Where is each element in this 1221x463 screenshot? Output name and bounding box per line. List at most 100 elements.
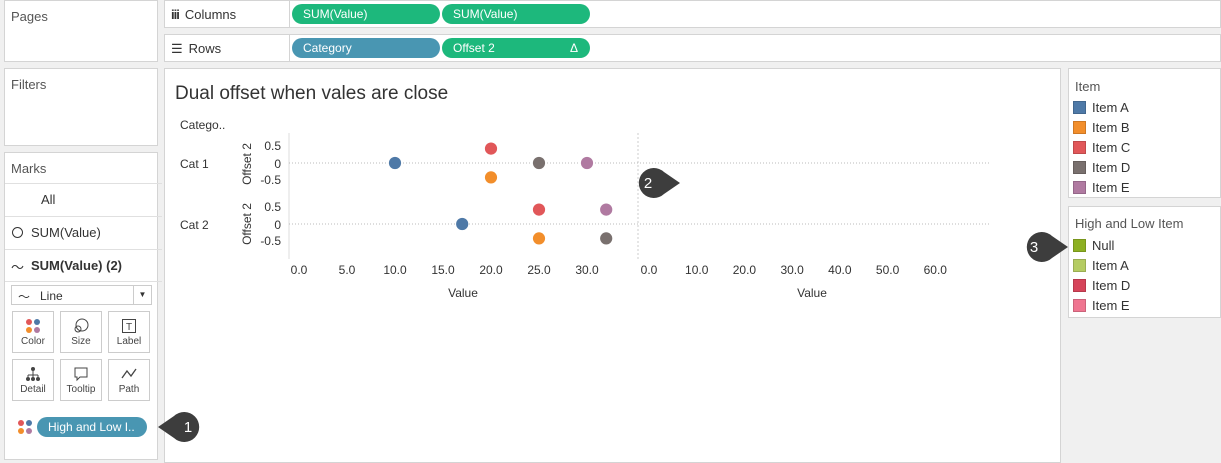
high-low-legend-title: High and Low Item [1075, 216, 1184, 231]
mark-type-dropdown[interactable]: 〜 Line ▼ [11, 285, 152, 305]
x-tick-left: 5.0 [339, 263, 356, 277]
x-tick-left: 20.0 [479, 263, 503, 277]
offset-tick: -0.5 [260, 234, 281, 248]
x-tick-right: 50.0 [876, 263, 900, 277]
pages-card: Pages [4, 0, 158, 62]
x-tick-right: 10.0 [685, 263, 709, 277]
point-item-e[interactable] [599, 202, 614, 217]
x-tick-right: 20.0 [733, 263, 757, 277]
rows-label-text: Rows [188, 41, 222, 56]
columns-pill-1[interactable]: SUM(Value) [292, 4, 440, 24]
columns-shelf[interactable]: iii Columns SUM(Value) SUM(Value) [164, 0, 1221, 28]
marks-all-tab[interactable]: All [5, 183, 162, 216]
point-item-e[interactable] [580, 156, 594, 170]
offset-axis-label-1: Offset 2 [240, 143, 254, 185]
x-tick-left: 0.0 [291, 263, 308, 277]
color-swatch [1073, 141, 1086, 154]
point-item-a[interactable] [388, 156, 402, 170]
point-item-d[interactable] [599, 231, 614, 246]
circle-mark-icon [12, 227, 23, 238]
path-button[interactable]: Path [108, 359, 150, 401]
marks-title: Marks [11, 161, 47, 176]
color-swatch [1073, 121, 1086, 134]
legend-hl-item-a[interactable]: Item A [1073, 257, 1129, 275]
offset-tick: 0.5 [264, 200, 281, 214]
marks-layer-1-label: SUM(Value) [31, 225, 101, 240]
callout-3-number: 3 [1030, 239, 1038, 256]
line-type-icon: 〜 [18, 290, 31, 304]
size-label: Size [71, 336, 91, 347]
x-tick-left: 25.0 [527, 263, 551, 277]
legend-hl-item-e[interactable]: Item E [1073, 297, 1130, 315]
legend-label: Item D [1092, 278, 1131, 293]
legend-item-item-b[interactable]: Item B [1073, 119, 1130, 137]
mark-type-label: Line [40, 289, 63, 303]
callout-2-number: 2 [644, 175, 652, 192]
label-button[interactable]: T Label [108, 311, 150, 353]
offset-tick: 0.5 [264, 139, 281, 153]
marks-card: Marks All SUM(Value) 〜 SUM(Value) (2) 〜 … [4, 152, 162, 460]
pages-title: Pages [11, 9, 48, 24]
rows-shelf-label: ☰ Rows [171, 41, 221, 57]
point-item-c[interactable] [532, 202, 546, 217]
marks-layer-2-label: SUM(Value) (2) [31, 258, 123, 273]
row-label-cat2: Cat 2 [180, 218, 209, 232]
path-icon [109, 366, 149, 384]
marks-layer-2[interactable]: 〜 SUM(Value) (2) [5, 249, 162, 282]
marks-all-label: All [41, 192, 56, 207]
offset-tick: 0 [274, 218, 281, 232]
rows-pill-offset-label: Offset 2 [453, 41, 495, 55]
offset-tick: 0 [274, 157, 281, 171]
rows-icon: ☰ [171, 41, 183, 56]
offset-axis-label-2: Offset 2 [240, 203, 254, 245]
tooltip-button[interactable]: Tooltip [60, 359, 102, 401]
x-tick-left: 10.0 [383, 263, 407, 277]
filters-card[interactable]: Filters [4, 68, 158, 146]
columns-shelf-label: iii Columns [171, 7, 236, 22]
marks-layer-1[interactable]: SUM(Value) [5, 216, 162, 249]
legend-item-item-e[interactable]: Item E [1073, 179, 1130, 197]
point-item-b[interactable] [532, 231, 546, 246]
callout-3: 3 [1026, 232, 1068, 262]
label-label: Label [116, 336, 142, 347]
color-icon [13, 318, 53, 336]
path-label: Path [118, 384, 140, 395]
legend-hl-null[interactable]: Null [1073, 237, 1114, 255]
row-label-cat1: Cat 1 [180, 157, 209, 171]
color-swatch [1073, 101, 1086, 114]
color-field-pill[interactable]: High and Low I.. [37, 417, 147, 437]
point-item-d[interactable] [532, 156, 546, 170]
shelf-divider [289, 1, 290, 27]
size-icon [61, 318, 101, 336]
legend-item-item-a[interactable]: Item A [1073, 99, 1129, 117]
rows-shelf[interactable]: ☰ Rows Category Offset 2 Δ [164, 34, 1221, 62]
callout-1: 1 [158, 412, 200, 442]
high-low-legend: High and Low Item Null Item A Item D Item E [1068, 206, 1221, 318]
size-button[interactable]: Size [60, 311, 102, 353]
legend-label: Item E [1092, 180, 1130, 195]
x-tick-right: 30.0 [780, 263, 804, 277]
legend-hl-item-d[interactable]: Item D [1073, 277, 1130, 295]
item-legend: Item Item A Item B Item C Item D Item E [1068, 68, 1221, 198]
legend-label: Item E [1092, 298, 1130, 313]
point-item-a[interactable] [455, 217, 470, 231]
x-axis-label-left: Value [448, 286, 478, 300]
legend-label: Item C [1092, 140, 1131, 155]
point-item-c[interactable] [484, 141, 498, 156]
legend-item-item-d[interactable]: Item D [1073, 159, 1130, 177]
legend-item-item-c[interactable]: Item C [1073, 139, 1130, 157]
point-item-b[interactable] [484, 170, 498, 185]
legend-label: Item A [1092, 100, 1129, 115]
x-tick-right: 60.0 [924, 263, 948, 277]
detail-icon [13, 366, 53, 384]
color-swatch [1073, 181, 1086, 194]
offset-tick: -0.5 [260, 173, 281, 187]
color-button[interactable]: Color [12, 311, 54, 353]
x-axis-label-right: Value [797, 286, 827, 300]
rows-pill-category[interactable]: Category [292, 38, 440, 58]
tooltip-icon [61, 366, 101, 384]
detail-button[interactable]: Detail [12, 359, 54, 401]
columns-pill-2[interactable]: SUM(Value) [442, 4, 590, 24]
rows-pill-offset[interactable]: Offset 2 Δ [442, 38, 590, 58]
item-legend-title: Item [1075, 79, 1101, 94]
